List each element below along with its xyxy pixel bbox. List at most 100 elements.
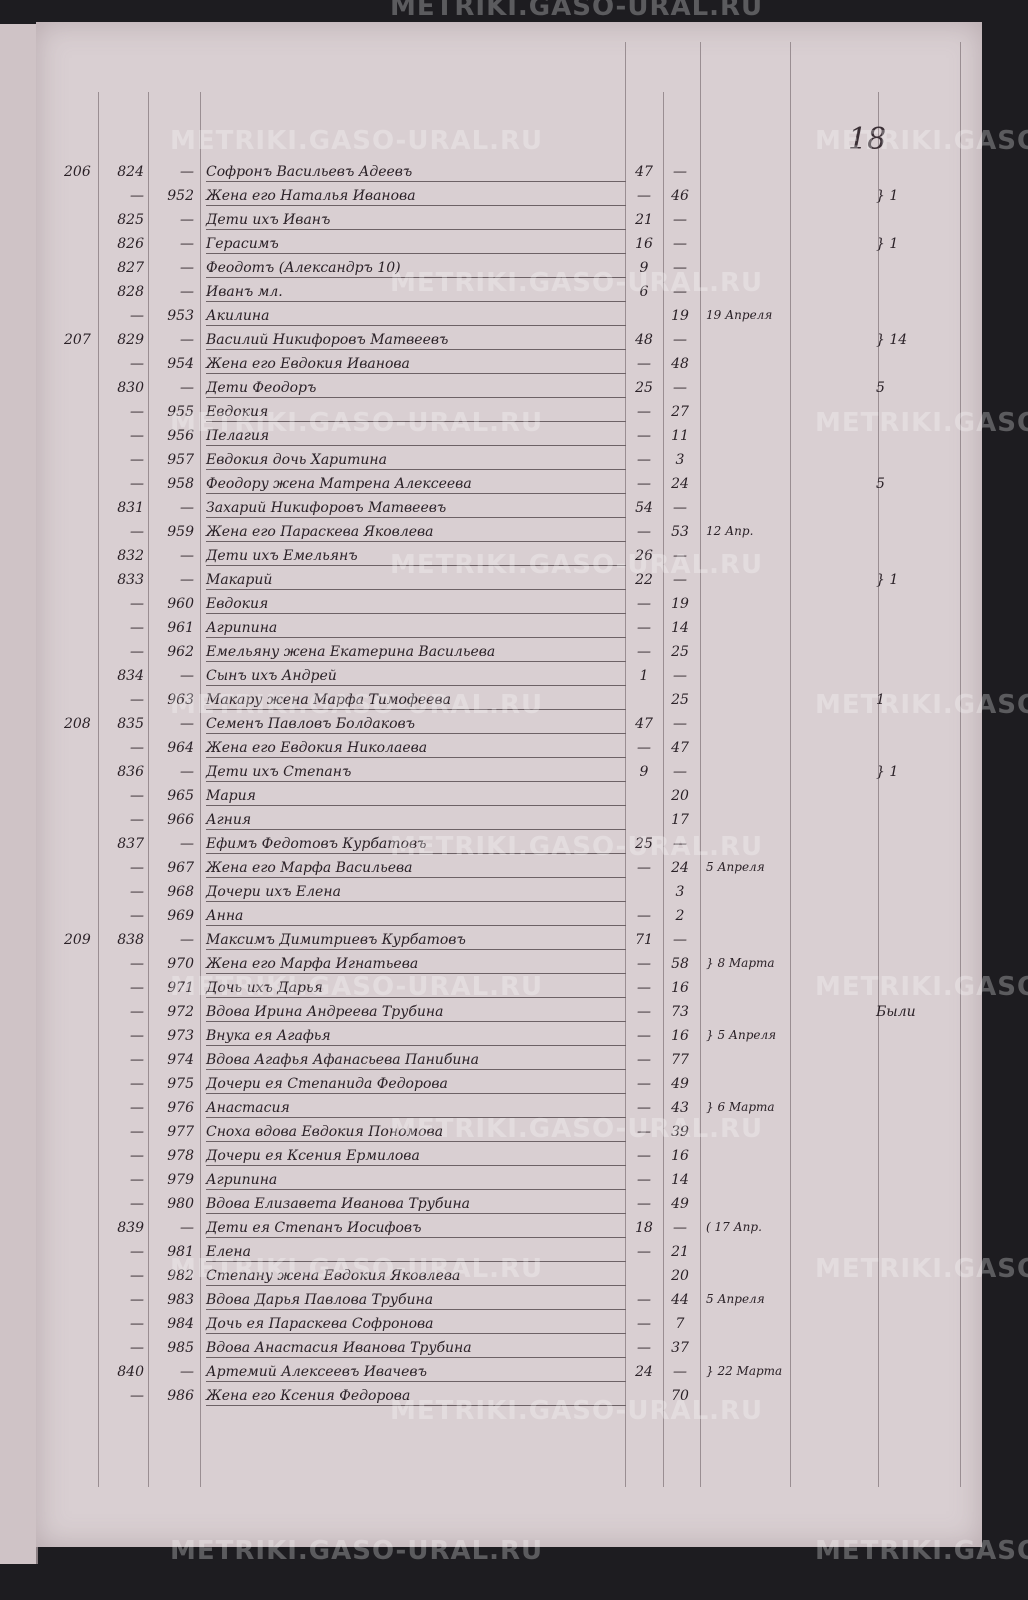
male-number: 832 [117,548,144,564]
column-rule [625,42,626,1487]
table-row: — 953 Акилина 19 19 Апреля [36,308,982,330]
male-number: — [130,1028,144,1044]
column-rule [98,92,99,1487]
person-name: Степану жена Евдокия Яковлева [206,1268,626,1286]
female-number: 958 [167,476,194,492]
male-number: — [130,1244,144,1260]
male-age: 24 [635,1364,653,1380]
person-name: Максимъ Димитриевъ Курбатовъ [206,932,626,950]
female-number: — [180,284,194,300]
male-age: — [637,476,651,492]
male-age: — [637,188,651,204]
female-age: 27 [671,404,689,420]
female-age: 53 [671,524,689,540]
male-number: 838 [117,932,144,948]
person-name: Сынъ ихъ Андрей [206,668,626,686]
person-name: Евдокия дочь Харитина [206,452,626,470]
male-number: 837 [117,836,144,852]
female-age: 25 [671,692,689,708]
male-number: — [130,1172,144,1188]
male-number: — [130,596,144,612]
table-row: — 971 Дочь ихъ Дарья — 16 [36,980,982,1002]
female-age: 39 [671,1124,689,1140]
female-age: — [673,764,687,780]
female-age: 7 [675,1316,685,1332]
male-age: — [637,452,651,468]
table-row: — 956 Пелагия — 11 [36,428,982,450]
remark: } 1 [876,764,899,780]
person-name: Макару жена Марфа Тимофеева [206,692,626,710]
male-number: — [130,452,144,468]
female-age: 3 [675,452,685,468]
person-name: Жена его Марфа Игнатьева [206,956,626,974]
male-number: 834 [117,668,144,684]
male-number: — [130,428,144,444]
male-age: — [637,860,651,876]
female-number: 974 [167,1052,194,1068]
person-name: Жена его Параскева Яковлева [206,524,626,542]
male-number: 825 [117,212,144,228]
person-name: Агрипина [206,620,626,638]
table-row: — 980 Вдова Елизавета Иванова Трубина — 49 [36,1196,982,1218]
male-age: — [637,524,651,540]
column-rule [960,42,961,1487]
female-age: 70 [671,1388,689,1404]
table-row: 827 — Феодотъ (Александръ 10) 9 — [36,260,982,282]
person-name: Агрипина [206,1172,626,1190]
person-name: Дети ея Степанъ Иосифовъ [206,1220,626,1238]
remark: Были [876,1004,916,1020]
date-note: 12 Апр. [706,524,754,538]
male-age: — [637,596,651,612]
person-name: Дети Феодоръ [206,380,626,398]
female-age: 58 [671,956,689,972]
female-number: — [180,1220,194,1236]
person-name: Артемий Алексеевъ Ивачевъ [206,1364,626,1382]
male-number: — [130,1388,144,1404]
male-number: — [130,1124,144,1140]
table-row: — 970 Жена его Марфа Игнатьева — 58} 8 Марта [36,956,982,978]
date-note: 5 Апреля [706,1292,765,1306]
male-age: — [637,1076,651,1092]
female-age: 3 [675,884,685,900]
female-number: 957 [167,452,194,468]
male-age: 48 [635,332,653,348]
male-number: 835 [117,716,144,732]
female-age: 19 [671,308,689,324]
watermark: METRIKI.GASO-URAL.RU [390,0,764,22]
female-age: — [673,716,687,732]
remark: } 1 [876,236,899,252]
female-number: 964 [167,740,194,756]
table-row: 206 824 — Софронъ Васильевъ Адеевъ 47 — [36,164,982,186]
table-row: — 977 Сноха вдова Евдокия Пономова — 39 [36,1124,982,1146]
male-number: — [130,980,144,996]
male-number: 826 [117,236,144,252]
person-name: Феодору жена Матрена Алексеева [206,476,626,494]
female-number: 954 [167,356,194,372]
female-age: 19 [671,596,689,612]
person-name: Семенъ Павловъ Болдаковъ [206,716,626,734]
female-number: — [180,836,194,852]
female-number: 960 [167,596,194,612]
person-name: Василий Никифоровъ Матвеевъ [206,332,626,350]
table-row: — 978 Дочери ея Ксения Ермилова — 16 [36,1148,982,1170]
table-row: — 969 Анна — 2 [36,908,982,930]
person-name: Евдокия [206,404,626,422]
table-row: — 983 Вдова Дарья Павлова Трубина — 44 5 Апре… [36,1292,982,1314]
female-number: — [180,548,194,564]
female-number: 963 [167,692,194,708]
table-row: — 985 Вдова Анастасия Иванова Трубина — 37 [36,1340,982,1362]
male-number: — [130,788,144,804]
female-age: 47 [671,740,689,756]
person-name: Софронъ Васильевъ Адеевъ [206,164,626,182]
male-age: — [637,1244,651,1260]
female-age: 17 [671,812,689,828]
person-name: Дети ихъ Иванъ [206,212,626,230]
person-name: Жена его Марфа Васильева [206,860,626,878]
table-row: — 986 Жена его Ксения Федорова 70 [36,1388,982,1410]
male-age: 1 [639,668,649,684]
male-age: — [637,644,651,660]
female-age: 24 [671,860,689,876]
male-number: — [130,404,144,420]
table-row: — 968 Дочери ихъ Елена 3 [36,884,982,906]
person-name: Сноха вдова Евдокия Пономова [206,1124,626,1142]
